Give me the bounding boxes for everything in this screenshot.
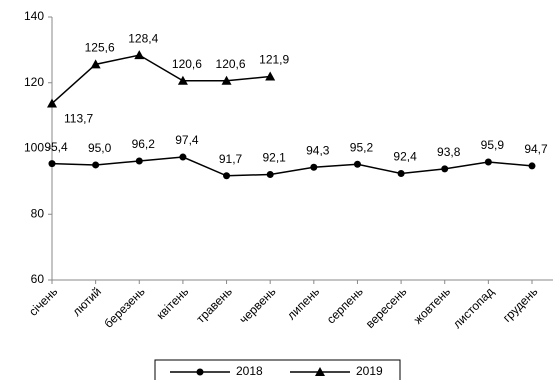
data-label: 96,2: [132, 137, 156, 151]
y-tick-label: 120: [24, 75, 44, 89]
data-label: 120,6: [216, 57, 246, 71]
data-label: 121,9: [259, 53, 289, 67]
data-label: 120,6: [172, 57, 202, 71]
marker: [48, 160, 56, 168]
marker: [265, 71, 276, 81]
marker: [310, 163, 318, 171]
x-tick-label: січень: [26, 284, 60, 318]
marker: [441, 165, 449, 173]
data-label: 128,4: [128, 31, 158, 45]
marker: [196, 368, 204, 376]
x-tick-label: листопад: [450, 284, 497, 331]
data-label: 95,2: [350, 140, 374, 154]
data-label: 95,0: [88, 141, 112, 155]
y-tick-label: 140: [24, 9, 44, 23]
data-label: 92,4: [393, 150, 417, 164]
x-tick-label: березень: [101, 284, 147, 330]
x-tick-label: липень: [284, 284, 322, 322]
data-label: 113,7: [64, 112, 93, 126]
data-label: 93,8: [437, 145, 461, 159]
marker: [223, 172, 231, 180]
marker: [92, 161, 100, 169]
data-label: 125,6: [85, 41, 115, 55]
marker: [90, 59, 101, 69]
marker: [177, 75, 188, 85]
data-label: 92,1: [263, 151, 287, 165]
series-line: [51, 156, 533, 177]
data-label: 91,7: [219, 152, 243, 166]
marker: [353, 160, 361, 168]
x-tick-label: жовтень: [411, 284, 453, 326]
data-label: 95,4: [44, 140, 68, 154]
marker: [47, 98, 57, 108]
marker: [135, 157, 143, 165]
x-tick-label: грудень: [500, 284, 540, 324]
marker: [266, 170, 274, 178]
y-tick-label: 80: [31, 206, 45, 220]
marker: [179, 153, 187, 161]
marker: [484, 158, 492, 166]
marker: [528, 162, 536, 170]
data-label: 94,7: [524, 142, 548, 156]
marker: [221, 75, 232, 85]
x-tick-label: серпень: [324, 284, 366, 326]
data-label: 95,9: [481, 138, 505, 152]
series-line: [51, 54, 271, 105]
x-tick-label: вересень: [363, 284, 410, 331]
legend-label: 2018: [236, 364, 263, 378]
data-label: 94,3: [306, 143, 330, 157]
marker: [134, 50, 145, 60]
x-tick-label: лютий: [70, 284, 104, 318]
x-tick-label: травень: [193, 284, 234, 325]
y-tick-label: 100: [24, 141, 44, 155]
x-tick-label: червень: [237, 284, 279, 326]
data-label: 97,4: [175, 133, 199, 147]
legend-label: 2019: [356, 364, 383, 378]
x-tick-label: квітень: [154, 284, 192, 322]
marker: [397, 169, 405, 177]
y-tick-label: 60: [31, 272, 45, 286]
marker: [315, 367, 325, 376]
